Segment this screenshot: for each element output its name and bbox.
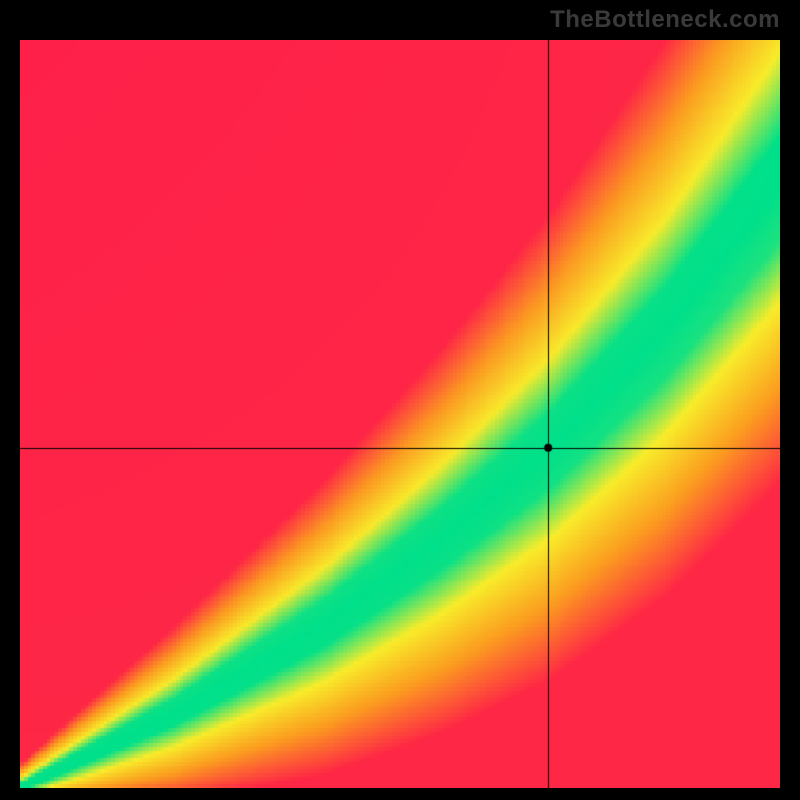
chart-container: TheBottleneck.com	[0, 0, 800, 800]
watermark-text: TheBottleneck.com	[550, 6, 780, 34]
bottleneck-heatmap	[20, 40, 780, 788]
